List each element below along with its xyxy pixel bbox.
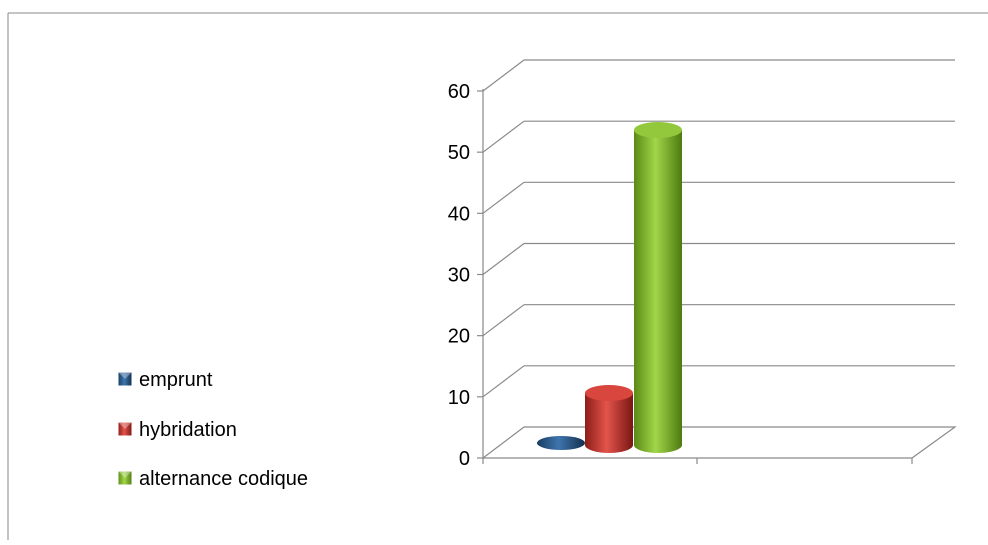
bar-body-1 xyxy=(585,393,633,453)
legend-swatch-shine-1 xyxy=(118,422,132,429)
legend-label-0: emprunt xyxy=(139,369,213,391)
legend-item-emprunt: emprunt xyxy=(117,369,213,391)
bar-cap-1 xyxy=(585,385,633,402)
bar-alternance-codique xyxy=(634,121,682,453)
gridline-6 xyxy=(482,59,525,92)
bar-cap-2 xyxy=(634,121,682,138)
gridline-2 xyxy=(482,304,525,337)
y-tick-label-5: 50 xyxy=(448,142,470,164)
legend-swatch-shine-0 xyxy=(118,372,132,379)
gridline-5 xyxy=(482,120,525,153)
legend-label-1: hybridation xyxy=(139,419,237,441)
legend-item-alternance-codique: alternance codique xyxy=(117,468,308,490)
legend-swatch-1 xyxy=(117,421,133,437)
bar-emprunt xyxy=(537,436,585,450)
y-axis: 0 10 20 30 40 50 60 xyxy=(448,81,913,470)
floor xyxy=(481,426,957,459)
y-tick-label-6: 60 xyxy=(448,81,470,103)
legend-label-2: alternance codique xyxy=(139,468,308,490)
legend-swatch-2 xyxy=(117,470,133,486)
legend: emprunt hybridation alternance codique xyxy=(117,369,308,490)
y-tick-label-1: 10 xyxy=(448,387,470,409)
legend-swatch-shine-2 xyxy=(118,471,132,478)
gridline-3 xyxy=(482,243,525,275)
y-tick-label-0: 0 xyxy=(459,448,470,470)
bar-body-2 xyxy=(634,129,682,453)
bar-disc-0 xyxy=(537,436,585,450)
plot-area xyxy=(537,121,682,453)
legend-item-hybridation: hybridation xyxy=(117,419,237,441)
gridline-4 xyxy=(482,181,525,214)
y-tick-label-3: 30 xyxy=(448,265,470,287)
grid xyxy=(481,59,957,459)
y-tick-label-2: 20 xyxy=(448,326,470,348)
gridline-1 xyxy=(482,365,525,398)
y-tick-label-4: 40 xyxy=(448,203,470,225)
legend-swatch-0 xyxy=(117,371,133,387)
bar-hybridation xyxy=(585,385,633,453)
